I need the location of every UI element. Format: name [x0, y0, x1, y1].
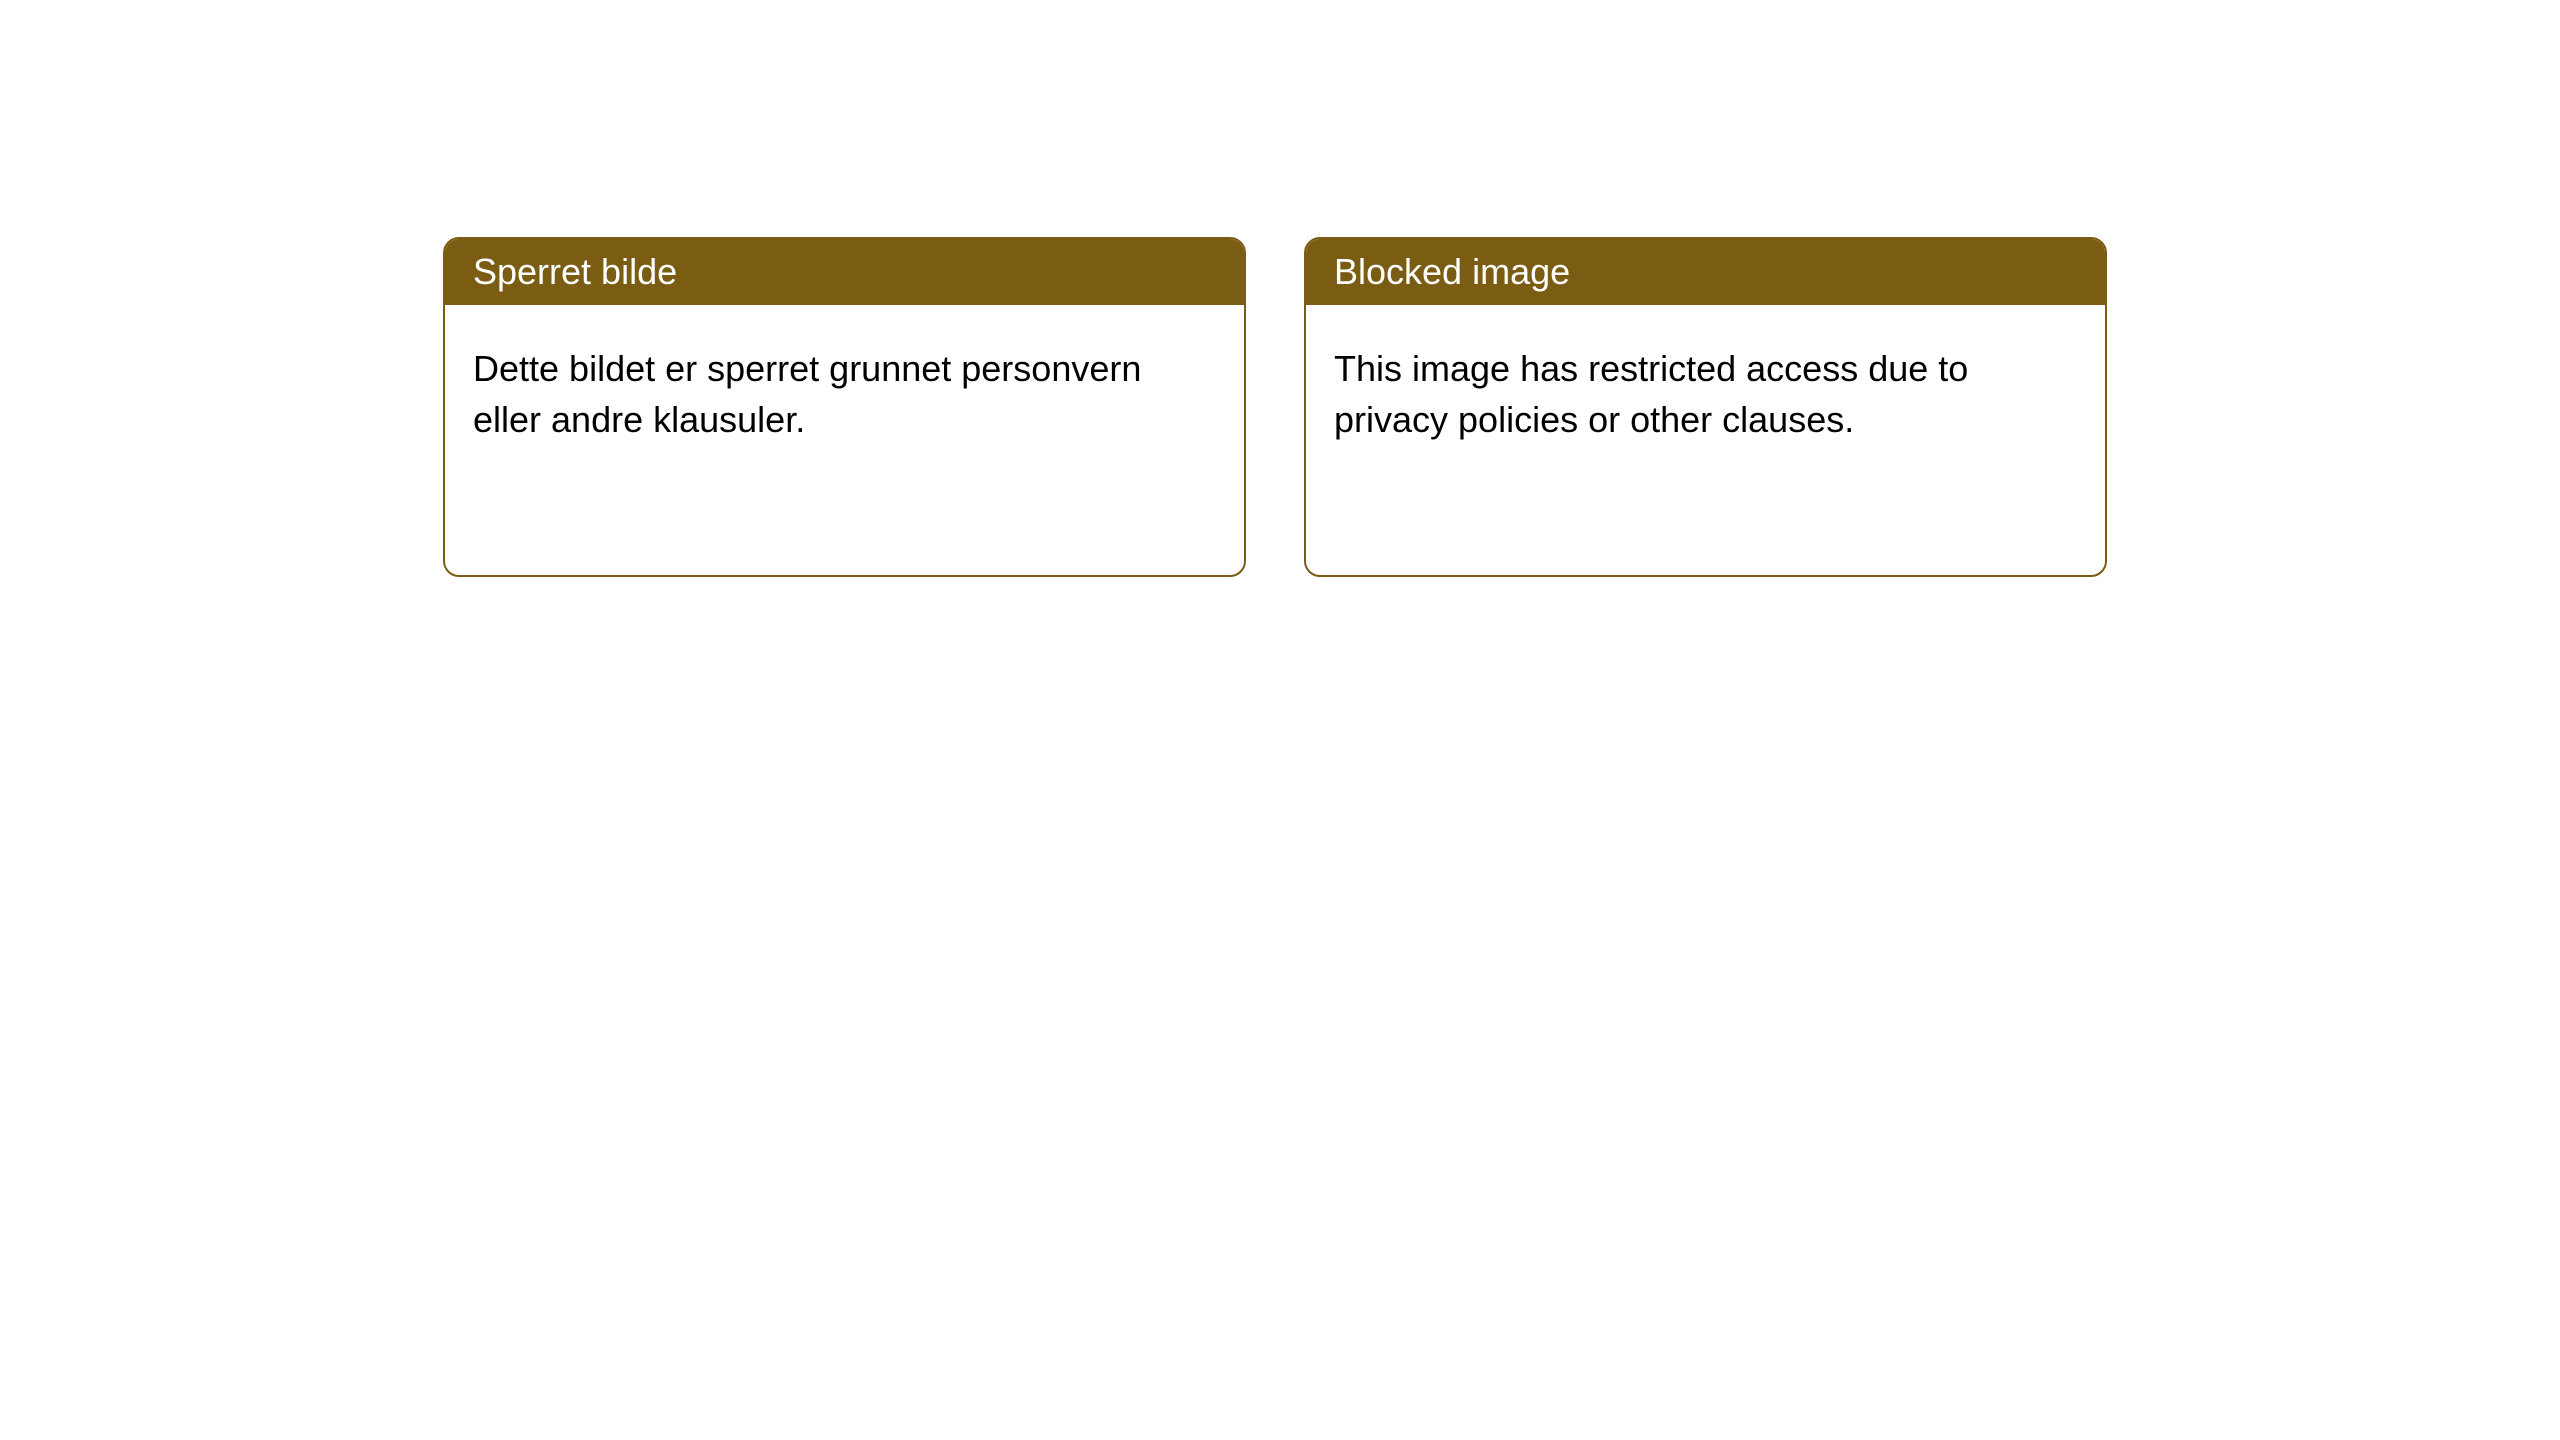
notice-card-english: Blocked image This image has restricted … [1304, 237, 2107, 577]
notice-cards-container: Sperret bilde Dette bildet er sperret gr… [0, 0, 2560, 577]
card-title: Blocked image [1334, 251, 1570, 292]
card-header: Blocked image [1306, 239, 2105, 305]
notice-card-norwegian: Sperret bilde Dette bildet er sperret gr… [443, 237, 1246, 577]
card-title: Sperret bilde [473, 251, 677, 292]
card-body: Dette bildet er sperret grunnet personve… [445, 305, 1244, 483]
card-body: This image has restricted access due to … [1306, 305, 2105, 483]
card-body-text: Dette bildet er sperret grunnet personve… [473, 348, 1141, 440]
card-header: Sperret bilde [445, 239, 1244, 305]
card-body-text: This image has restricted access due to … [1334, 348, 1968, 440]
